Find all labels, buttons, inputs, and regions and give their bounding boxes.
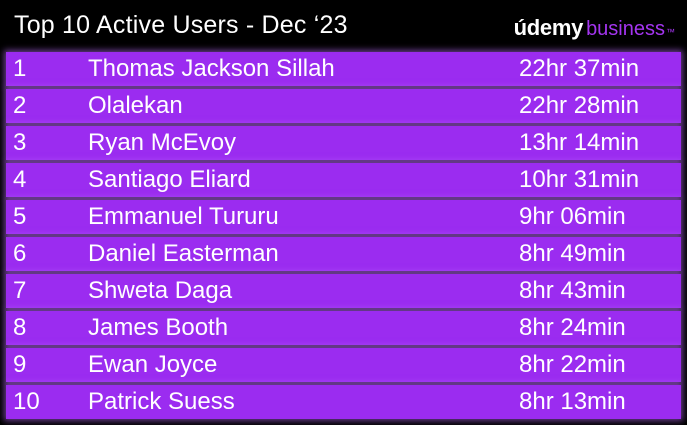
row-active-time: 8hr 13min <box>519 388 626 415</box>
row-user-name: Santiago Eliard <box>88 166 251 193</box>
row-user-name: Olalekan <box>88 92 183 119</box>
row-user-name: James Booth <box>88 314 229 341</box>
row-active-time: 8hr 49min <box>519 240 626 267</box>
page-title: Top 10 Active Users - Dec ‘23 <box>14 10 348 39</box>
leaderboard-row: 1 Thomas Jackson Sillah 22hr 37min <box>6 52 681 86</box>
brand-logo-text: údemy <box>513 15 584 40</box>
leaderboard-row: 5 Emmanuel Tururu 9hr 06min <box>6 200 681 234</box>
row-user-name: Emmanuel Tururu <box>88 203 279 230</box>
leaderboard-row: 8 James Booth 8hr 24min <box>6 311 681 345</box>
brand-suffix: business <box>586 18 665 40</box>
row-rank: 1 <box>13 55 27 82</box>
leaderboard-row: 7 Shweta Daga 8hr 43min <box>6 274 681 308</box>
row-active-time: 22hr 28min <box>519 92 640 119</box>
row-rank: 10 <box>13 388 40 415</box>
row-rank: 4 <box>13 166 27 193</box>
row-active-time: 9hr 06min <box>519 203 626 230</box>
row-rank: 9 <box>13 351 27 378</box>
row-active-time: 8hr 22min <box>519 351 626 378</box>
row-active-time: 10hr 31min <box>519 166 640 193</box>
trademark-mark: ™ <box>666 27 675 37</box>
row-active-time: 22hr 37min <box>519 55 640 82</box>
row-rank: 2 <box>13 92 27 119</box>
leaderboard-row: 2 Olalekan 22hr 28min <box>6 89 681 123</box>
leaderboard-list: 1 Thomas Jackson Sillah 22hr 37min 2 Ola… <box>6 52 681 422</box>
header: Top 10 Active Users - Dec ‘23 údemy busi… <box>0 0 687 50</box>
leaderboard-row: 3 Ryan McEvoy 13hr 14min <box>6 126 681 160</box>
row-rank: 6 <box>13 240 27 267</box>
row-rank: 8 <box>13 314 27 341</box>
row-user-name: Shweta Daga <box>88 277 233 304</box>
row-active-time: 8hr 24min <box>519 314 626 341</box>
row-user-name: Ewan Joyce <box>88 351 218 378</box>
udemy-business-logo: údemy business ™ <box>514 9 675 41</box>
row-user-name: Patrick Suess <box>88 388 235 415</box>
leaderboard-row: 9 Ewan Joyce 8hr 22min <box>6 348 681 382</box>
row-rank: 7 <box>13 277 27 304</box>
leaderboard-row: 6 Daniel Easterman 8hr 49min <box>6 237 681 271</box>
row-active-time: 13hr 14min <box>519 129 640 156</box>
leaderboard-row: 4 Santiago Eliard 10hr 31min <box>6 163 681 197</box>
row-user-name: Thomas Jackson Sillah <box>88 55 335 82</box>
row-rank: 3 <box>13 129 27 156</box>
row-rank: 5 <box>13 203 27 230</box>
row-user-name: Ryan McEvoy <box>88 129 237 156</box>
row-active-time: 8hr 43min <box>519 277 626 304</box>
leaderboard-row: 10 Patrick Suess 8hr 13min <box>6 385 681 419</box>
row-user-name: Daniel Easterman <box>88 240 279 267</box>
